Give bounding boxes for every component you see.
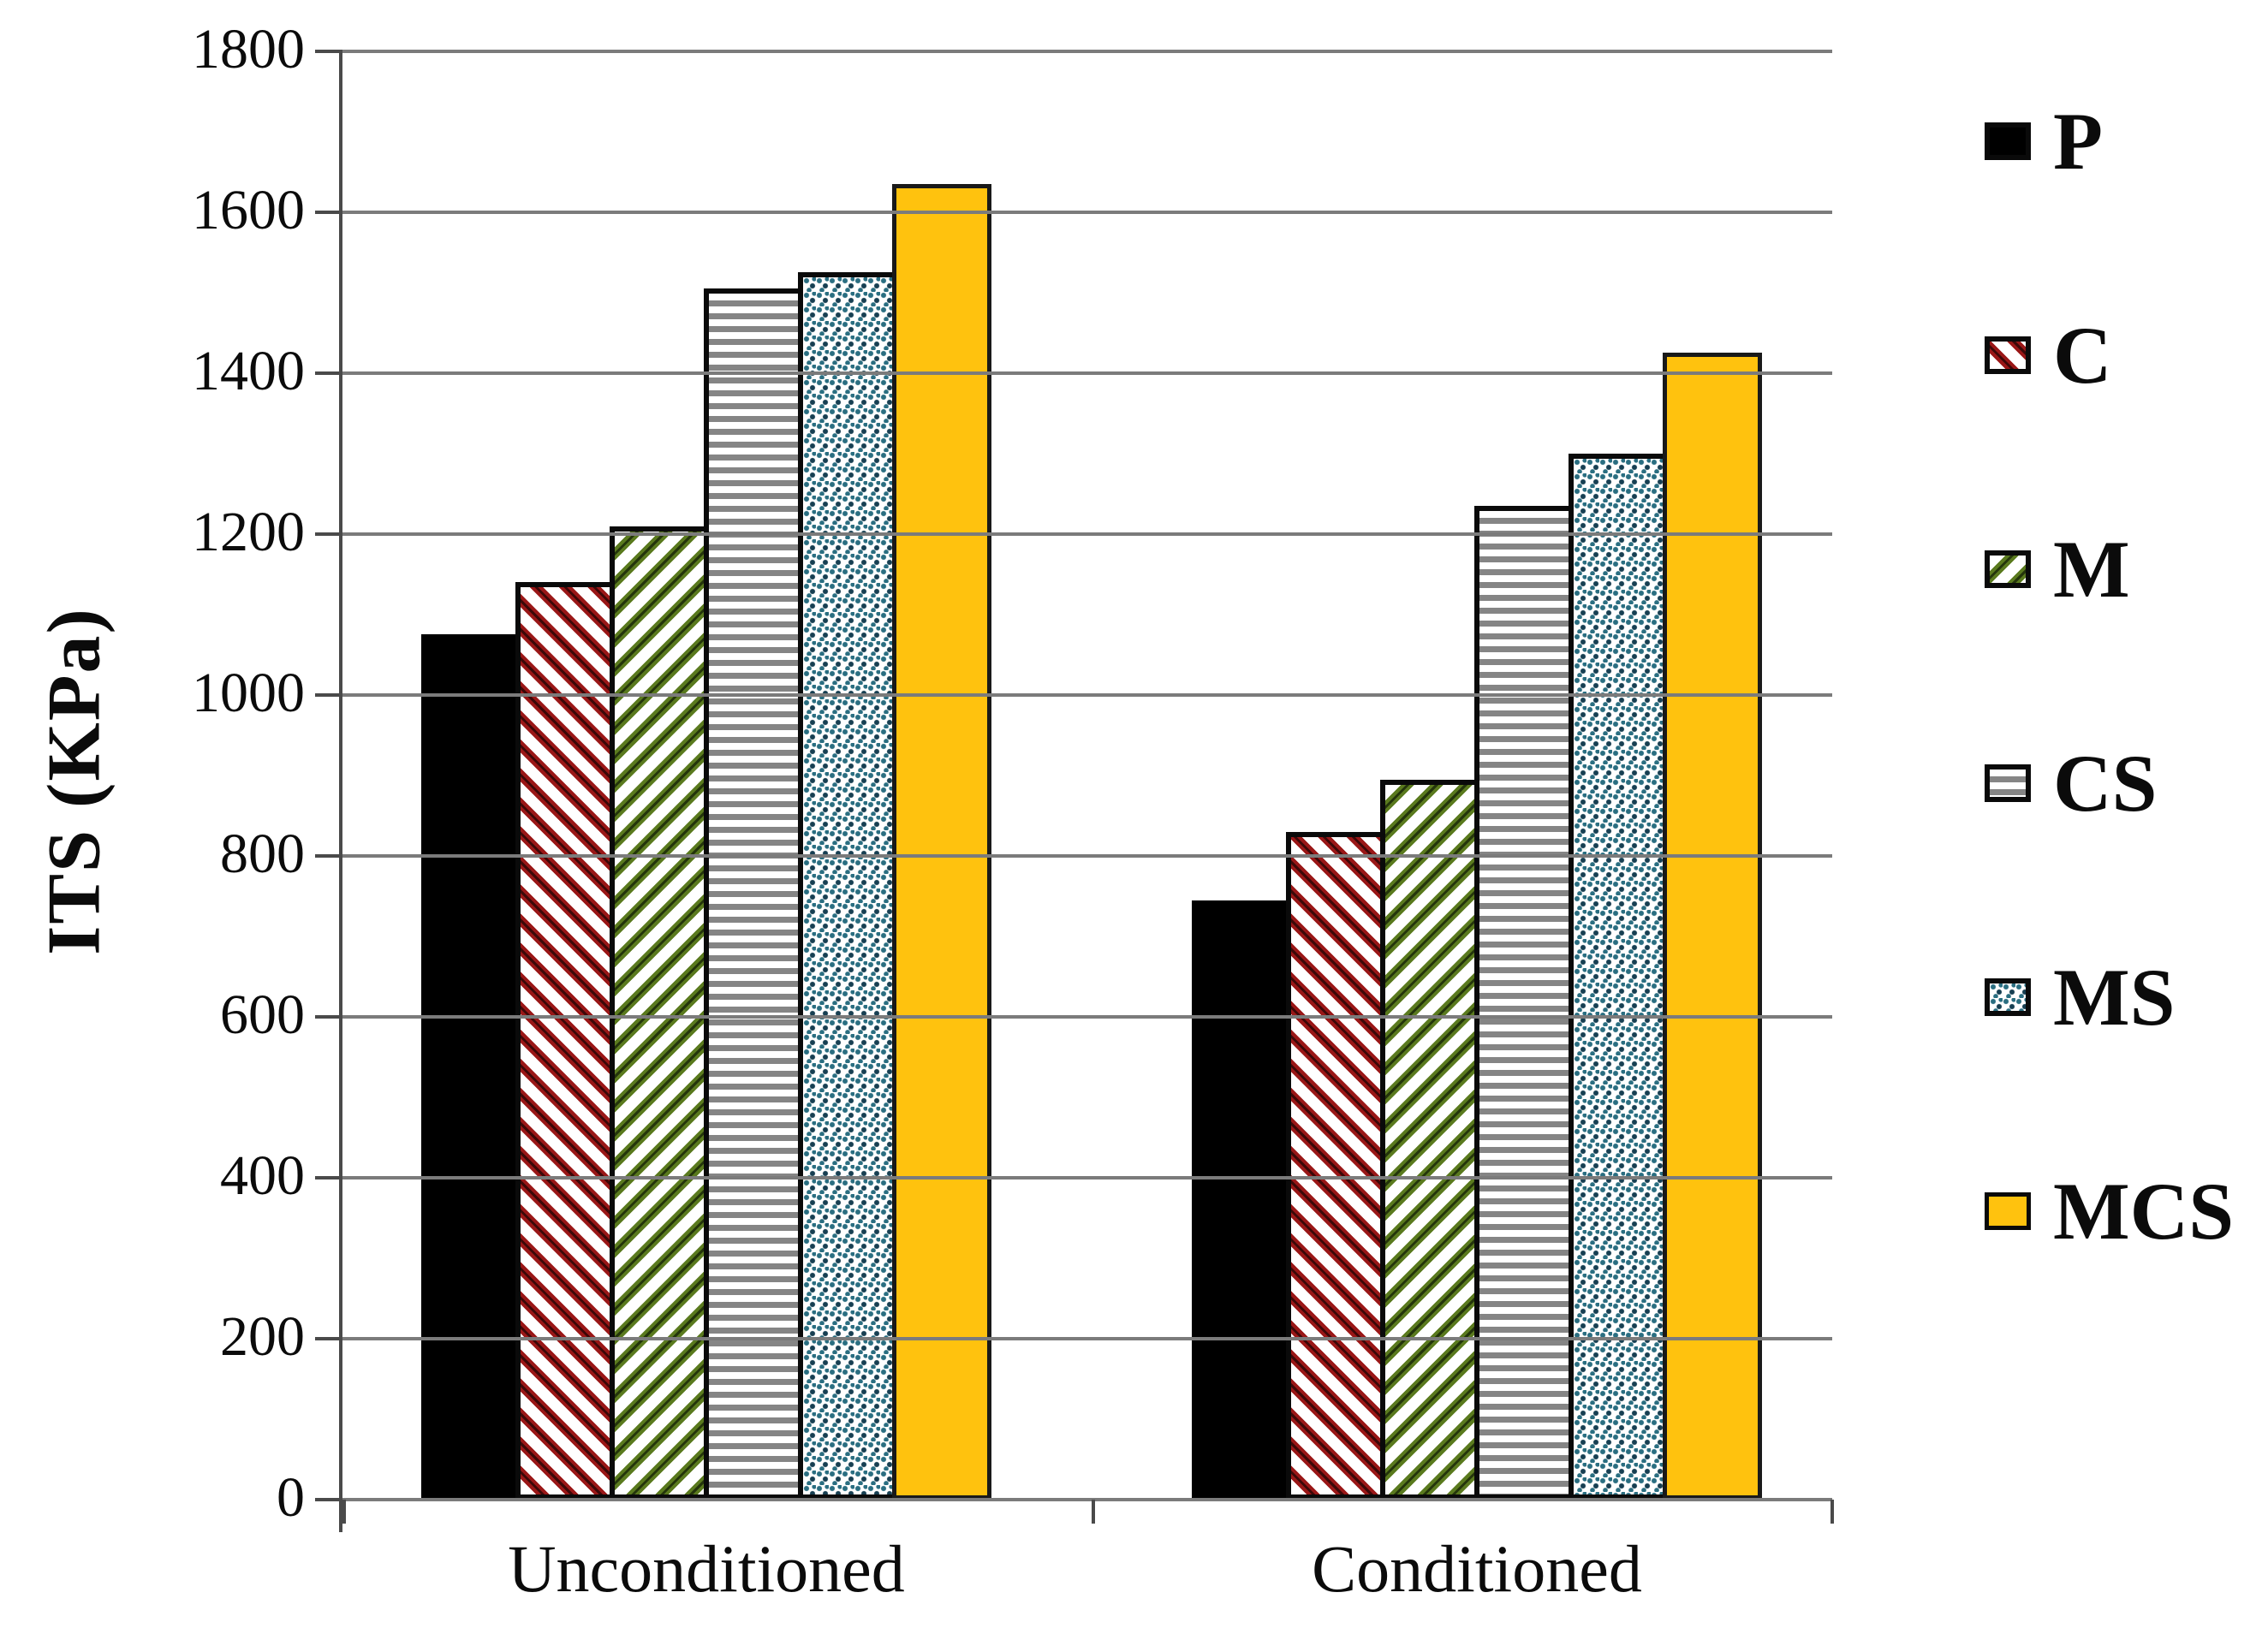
bar-conditioned-ms xyxy=(1569,454,1668,1500)
legend-swatch-m-icon xyxy=(1985,550,2031,588)
bar-unconditioned-m xyxy=(610,526,709,1500)
bar-group-conditioned xyxy=(1192,353,1762,1500)
y-axis-line xyxy=(339,50,342,1532)
bar-conditioned-c xyxy=(1286,832,1385,1500)
bar-unconditioned-c xyxy=(515,582,615,1500)
bar-unconditioned-p xyxy=(421,634,521,1500)
y-axis-title: ITS (KPa) xyxy=(33,607,116,955)
bar-group-unconditioned xyxy=(421,184,991,1500)
gridline-200 xyxy=(342,1337,1832,1340)
bar-unconditioned-ms xyxy=(798,272,897,1500)
legend-swatch-ms-icon xyxy=(1985,978,2031,1016)
bar-conditioned-p xyxy=(1192,900,1291,1500)
gridline-1400 xyxy=(342,371,1832,375)
legend-item-p: P xyxy=(1985,34,2267,248)
bar-conditioned-mcs xyxy=(1663,353,1762,1500)
y-axis-tick-200 xyxy=(315,1337,339,1340)
y-tick-label-600: 600 xyxy=(220,983,305,1046)
legend-item-mcs: MCS xyxy=(1985,1104,2267,1318)
y-tick-label-200: 200 xyxy=(220,1305,305,1368)
legend-swatch-p-icon xyxy=(1985,122,2031,160)
y-tick-label-1400: 1400 xyxy=(192,340,305,402)
x-category-label-unconditioned: Unconditioned xyxy=(508,1531,905,1606)
y-tick-label-1200: 1200 xyxy=(192,501,305,563)
y-axis-tick-1000 xyxy=(315,693,339,697)
y-tick-label-1000: 1000 xyxy=(192,662,305,724)
gridline-1200 xyxy=(342,532,1832,536)
gridline-600 xyxy=(342,1015,1832,1019)
y-axis-tick-400 xyxy=(315,1176,339,1179)
legend-label-cs: CS xyxy=(2053,737,2158,829)
gridline-1000 xyxy=(342,693,1832,697)
legend-label-ms: MS xyxy=(2053,951,2176,1043)
y-axis-tick-1200 xyxy=(315,532,339,536)
gridline-400 xyxy=(342,1176,1832,1179)
y-axis-tick-800 xyxy=(315,854,339,858)
y-axis-tick-1800 xyxy=(315,50,339,53)
legend-swatch-cs-icon xyxy=(1985,764,2031,802)
bar-unconditioned-cs xyxy=(704,288,803,1500)
bar-conditioned-m xyxy=(1380,780,1479,1500)
legend-label-c: C xyxy=(2053,309,2112,401)
bar-unconditioned-mcs xyxy=(892,184,991,1500)
y-tick-label-0: 0 xyxy=(277,1466,305,1529)
gridline-0 xyxy=(342,1498,1832,1501)
legend-item-m: M xyxy=(1985,462,2267,676)
x-category-label-conditioned: Conditioned xyxy=(1312,1531,1642,1606)
legend: P C M CS MS MCS xyxy=(1985,34,2267,1318)
x-axis-tick-1 xyxy=(1092,1500,1095,1524)
legend-label-mcs: MCS xyxy=(2053,1165,2235,1257)
y-axis-tick-0 xyxy=(315,1498,339,1501)
bar-conditioned-cs xyxy=(1474,506,1574,1500)
legend-label-m: M xyxy=(2053,523,2130,615)
y-tick-label-1600: 1600 xyxy=(192,179,305,241)
gridline-1600 xyxy=(342,211,1832,214)
gridline-800 xyxy=(342,854,1832,858)
x-axis-tick-2 xyxy=(1830,1500,1834,1524)
plot-area: 1800 1600 1400 1200 1000 800 600 400 200 0 xyxy=(192,21,1834,1526)
legend-swatch-mcs-icon xyxy=(1985,1192,2031,1230)
legend-label-p: P xyxy=(2053,95,2104,187)
y-axis-tick-1600 xyxy=(315,211,339,214)
legend-item-c: C xyxy=(1985,248,2267,462)
legend-item-ms: MS xyxy=(1985,890,2267,1104)
y-axis-tick-1400 xyxy=(315,371,339,375)
x-axis-tick-0 xyxy=(342,1500,346,1524)
legend-item-cs: CS xyxy=(1985,676,2267,890)
y-tick-label-800: 800 xyxy=(220,823,305,885)
y-axis-tick-600 xyxy=(315,1015,339,1019)
y-tick-label-400: 400 xyxy=(220,1144,305,1207)
y-tick-label-1800: 1800 xyxy=(192,18,305,80)
gridline-1800 xyxy=(342,50,1832,53)
legend-swatch-c-icon xyxy=(1985,336,2031,374)
